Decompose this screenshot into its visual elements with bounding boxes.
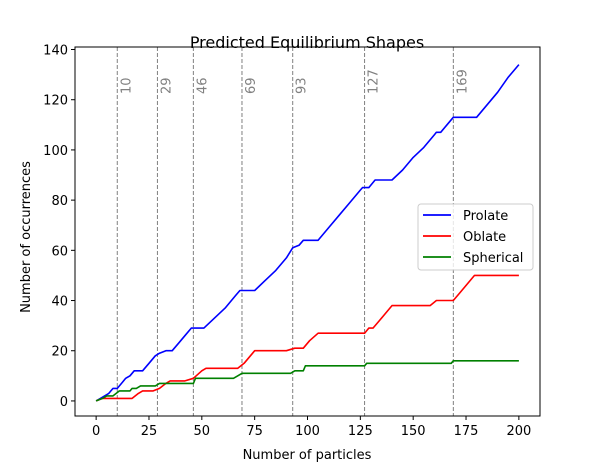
legend-label-prolate: Prolate [463,209,508,224]
y-tick-label: 120 [43,94,68,109]
y-tick-label: 100 [43,144,68,159]
vertical-markers: 10 29 46 69 93 127 169 [116,47,470,416]
y-tick-label: 80 [51,194,68,209]
x-axis-label: Number of particles [243,448,372,463]
x-axis-ticks: 0 25 50 75 100 125 150 175 200 [92,416,531,439]
y-tick-label: 40 [51,295,68,310]
chart-title: Predicted Equilibrium Shapes [190,33,424,52]
marker-label-127: 127 [367,69,382,94]
x-tick-label: 0 [92,424,100,439]
x-tick-label: 50 [194,424,211,439]
legend-label-spherical: Spherical [463,251,523,266]
x-tick-label: 175 [454,424,479,439]
x-tick-label: 200 [506,424,531,439]
marker-label-93: 93 [295,77,310,94]
y-axis-ticks: 0 20 40 60 80 100 120 140 [43,44,75,410]
y-tick-label: 0 [60,395,68,410]
x-tick-label: 75 [246,424,263,439]
x-tick-label: 125 [348,424,373,439]
legend: Prolate Oblate Spherical [417,203,534,271]
legend-label-oblate: Oblate [463,230,506,245]
marker-label-10: 10 [119,77,134,94]
marker-label-69: 69 [244,77,259,94]
legend-box [417,203,534,271]
series-line-spherical [95,359,519,402]
series-line-oblate [95,274,519,402]
y-axis-label: Number of occurrences [19,161,34,313]
x-tick-label: 25 [141,424,158,439]
y-tick-label: 140 [43,44,68,59]
marker-label-29: 29 [159,77,174,94]
y-tick-label: 60 [51,244,68,259]
series-lines [95,64,520,402]
marker-label-169: 169 [455,69,470,94]
series-line-prolate [95,64,520,402]
y-tick-label: 20 [51,345,68,360]
x-tick-label: 100 [295,424,320,439]
x-tick-label: 150 [401,424,426,439]
marker-label-46: 46 [195,77,210,94]
